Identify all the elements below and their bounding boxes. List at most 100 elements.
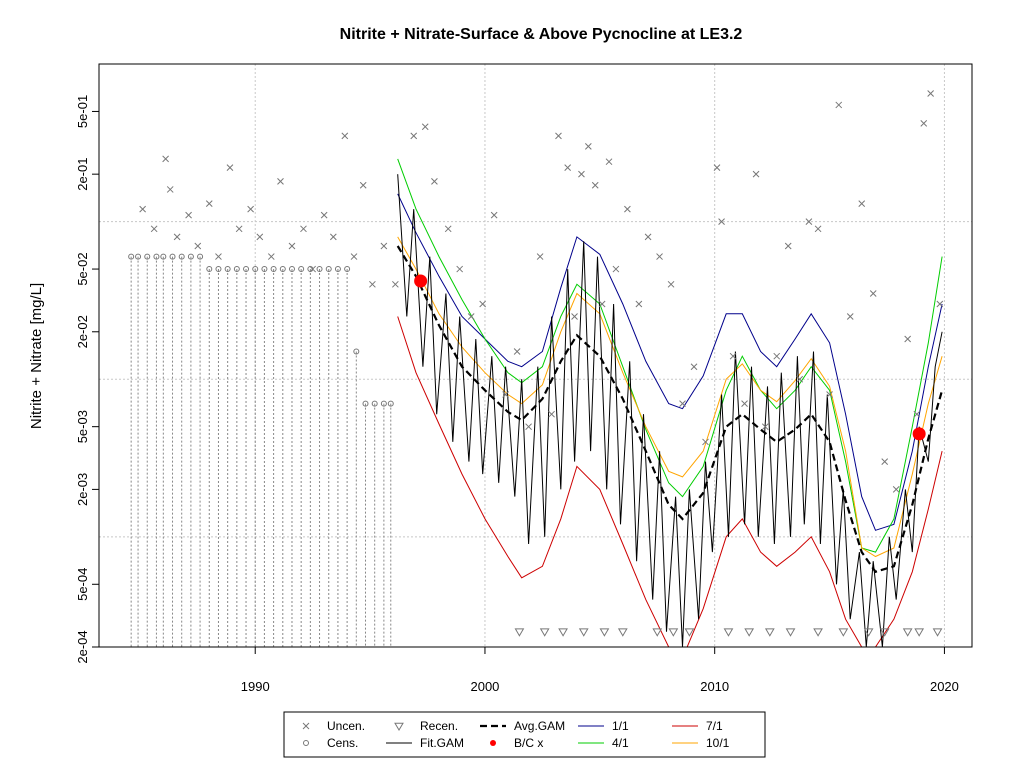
chart-title: Nitrite + Nitrate-Surface & Above Pycnoc… <box>340 26 743 43</box>
uncensored-point-stroke <box>904 335 912 343</box>
uncensored-point-stroke <box>729 352 737 360</box>
uncensored-point-stroke <box>892 486 900 493</box>
recensored-point <box>863 628 874 637</box>
recensored-point <box>914 628 925 637</box>
censored-point <box>224 266 231 273</box>
uncensored-point <box>904 335 912 343</box>
censored-point <box>233 266 240 273</box>
bc-point <box>912 427 926 441</box>
grid <box>99 64 972 647</box>
uncensored-point-stroke <box>635 300 643 308</box>
uncensored-point-stroke <box>564 164 572 171</box>
uncensored-point-stroke <box>490 211 498 219</box>
legend-item: 10/1 <box>672 736 730 750</box>
uncensored-point <box>835 101 843 109</box>
uncensored-point <box>536 253 544 260</box>
uncensored-point <box>936 300 944 308</box>
uncensored-point <box>194 242 202 250</box>
uncensored-point <box>598 300 606 308</box>
uncensored-point <box>256 233 264 241</box>
censored-point <box>252 266 259 273</box>
series-line-4-1 <box>397 158 943 553</box>
uncensored-point <box>490 211 498 219</box>
uncensored-point-stroke <box>215 253 222 260</box>
uncensored-point <box>185 211 192 219</box>
censored-point <box>135 253 142 260</box>
legend-symbol <box>303 740 309 746</box>
uncensored-point-stroke <box>624 205 631 213</box>
uncensored-point-stroke <box>644 233 652 241</box>
x-tick-label: 1990 <box>241 679 270 694</box>
censored-point <box>197 253 204 260</box>
uncensored-point <box>421 123 429 131</box>
uncensored-point <box>584 143 592 150</box>
censored-point <box>270 266 277 273</box>
uncensored-point-stroke <box>927 90 935 97</box>
uncensored-point <box>235 225 243 233</box>
series-line-avg-gam <box>396 245 944 574</box>
legend-item: Recen. <box>394 719 458 733</box>
uncensored-point <box>858 200 866 208</box>
series-line-1-1 <box>397 193 943 531</box>
uncensored-point <box>139 205 147 213</box>
uncensored-point-stroke <box>256 233 264 241</box>
uncensored-point <box>761 423 769 431</box>
censored-point <box>362 400 369 407</box>
uncensored-point-stroke <box>835 101 843 109</box>
uncensored-point-stroke <box>288 242 296 250</box>
legend-label: Uncen. <box>327 719 365 733</box>
uncensored-point-stroke <box>605 158 613 166</box>
uncensored-point <box>150 225 158 233</box>
recensored-point <box>652 628 663 637</box>
uncensored-point <box>920 120 928 127</box>
uncensored-point <box>773 352 781 360</box>
x-axis: 1990 2000 2010 2020 <box>241 647 959 694</box>
uncensored-point <box>410 132 418 140</box>
uncensored-point-stroke <box>826 391 833 398</box>
uncensored-point <box>644 233 652 241</box>
legend-label: 7/1 <box>706 719 723 733</box>
uncensored-point-stroke <box>578 170 585 178</box>
uncensored-point-stroke <box>479 300 487 308</box>
y-tick-label: 2e-03 <box>75 473 90 506</box>
y-tick-label: 2e-02 <box>75 315 90 348</box>
uncensored-point-stroke <box>444 225 452 233</box>
uncensored-point-stroke <box>656 253 663 260</box>
uncensored-point <box>667 280 675 288</box>
uncensored-point-stroke <box>431 178 438 185</box>
uncensored-point <box>741 400 748 407</box>
uncensored-point-stroke <box>329 233 337 241</box>
uncensored-point <box>502 391 509 398</box>
uncensored-point <box>300 225 307 233</box>
uncensored-point <box>350 253 358 260</box>
uncensored-point-stroke <box>555 132 562 140</box>
uncensored-point-stroke <box>341 132 349 140</box>
uncensored-point-stroke <box>350 253 358 260</box>
x-tick-label: 2000 <box>470 679 499 694</box>
uncensored-point <box>846 313 854 320</box>
uncensored-point <box>479 300 487 308</box>
uncensored-point-stroke <box>359 181 367 189</box>
legend-label: 1/1 <box>612 719 629 733</box>
recensored-point <box>578 628 589 637</box>
legend-box <box>283 711 766 758</box>
series-line-fit-gam <box>397 174 943 647</box>
uncensored-point-stroke <box>267 253 275 260</box>
censored-point <box>353 348 360 355</box>
uncensored-point <box>679 400 686 407</box>
uncensored-point-stroke <box>913 410 921 418</box>
legend-item: Avg.GAM <box>480 719 565 733</box>
uncensored-point-stroke <box>718 218 725 225</box>
uncensored-point <box>288 242 296 250</box>
recensored-point <box>723 628 734 637</box>
uncensored-point-stroke <box>702 438 709 446</box>
uncensored-point <box>173 233 181 241</box>
uncensored-point-stroke <box>194 242 202 250</box>
censored-point <box>144 253 151 260</box>
uncensored-point-stroke <box>796 375 804 383</box>
recensored-point <box>394 722 404 731</box>
uncensored-point-stroke <box>598 300 606 308</box>
uncensored-point <box>605 158 613 166</box>
uncensored-point <box>796 375 804 383</box>
uncensored-point-stroke <box>410 132 418 140</box>
